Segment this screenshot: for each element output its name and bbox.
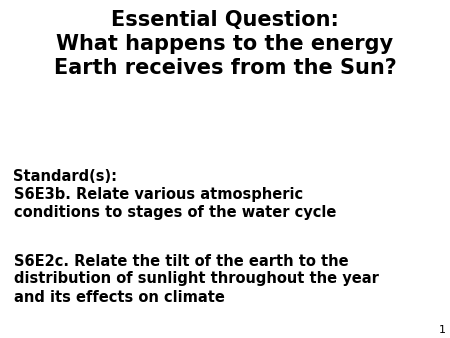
Text: 1: 1 [438,324,446,335]
Text: Standard(s):
S6E3b. Relate various atmospheric
conditions to stages of the water: Standard(s): S6E3b. Relate various atmos… [14,169,336,220]
Text: S6E2c. Relate the tilt of the earth to the
distribution of sunlight throughout t: S6E2c. Relate the tilt of the earth to t… [14,254,378,305]
Text: Essential Question:
What happens to the energy
Earth receives from the Sun?: Essential Question: What happens to the … [54,10,396,78]
